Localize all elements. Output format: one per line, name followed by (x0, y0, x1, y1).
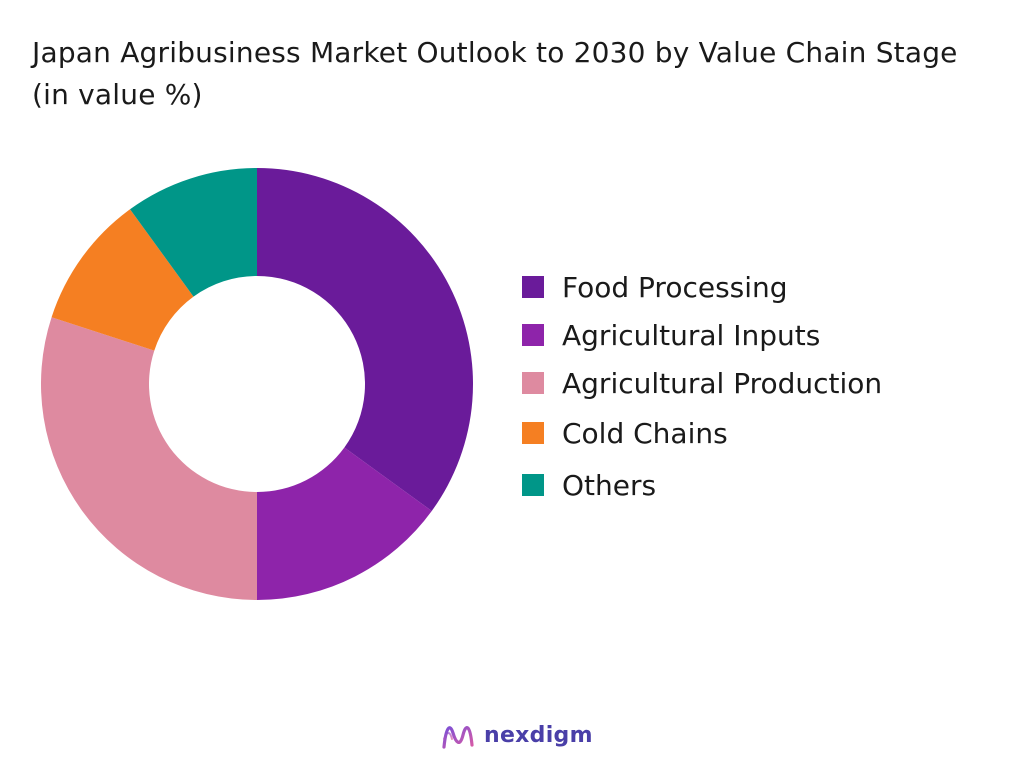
brand-name: nexdigm (484, 722, 593, 748)
donut-slice-agricultural-production (41, 317, 257, 600)
legend-label: Others (562, 468, 657, 502)
nexdigm-logo-icon (442, 726, 474, 749)
chart-area: Food Processing Agricultural Inputs Agricu… (0, 130, 1024, 650)
brand-logo: nexdigm (440, 715, 593, 755)
donut-chart (41, 168, 474, 600)
donut-slice-food-processing (257, 168, 474, 511)
legend-item: Cold Chains (522, 407, 882, 459)
legend-swatch (522, 422, 544, 444)
legend-item: Agricultural Inputs (522, 311, 882, 359)
legend-item: Food Processing (522, 263, 882, 311)
donut-slice-others (130, 168, 257, 297)
legend-item: Agricultural Production (522, 359, 882, 407)
legend-label: Food Processing (562, 270, 788, 304)
legend-item: Others (522, 459, 882, 511)
donut-slice-cold-chains (51, 209, 194, 351)
legend-label: Agricultural Inputs (562, 318, 821, 352)
legend-label: Agricultural Production (562, 366, 883, 400)
donut-slice-agricultural-inputs (257, 447, 432, 600)
chart-title: Japan Agribusiness Market Outlook to 203… (32, 36, 958, 111)
legend-swatch (522, 372, 544, 394)
legend-swatch (522, 474, 544, 496)
legend-swatch (522, 276, 544, 298)
legend-swatch (522, 324, 544, 346)
legend-label: Cold Chains (562, 416, 728, 450)
chart-legend: Food Processing Agricultural Inputs Agricu… (522, 263, 882, 511)
